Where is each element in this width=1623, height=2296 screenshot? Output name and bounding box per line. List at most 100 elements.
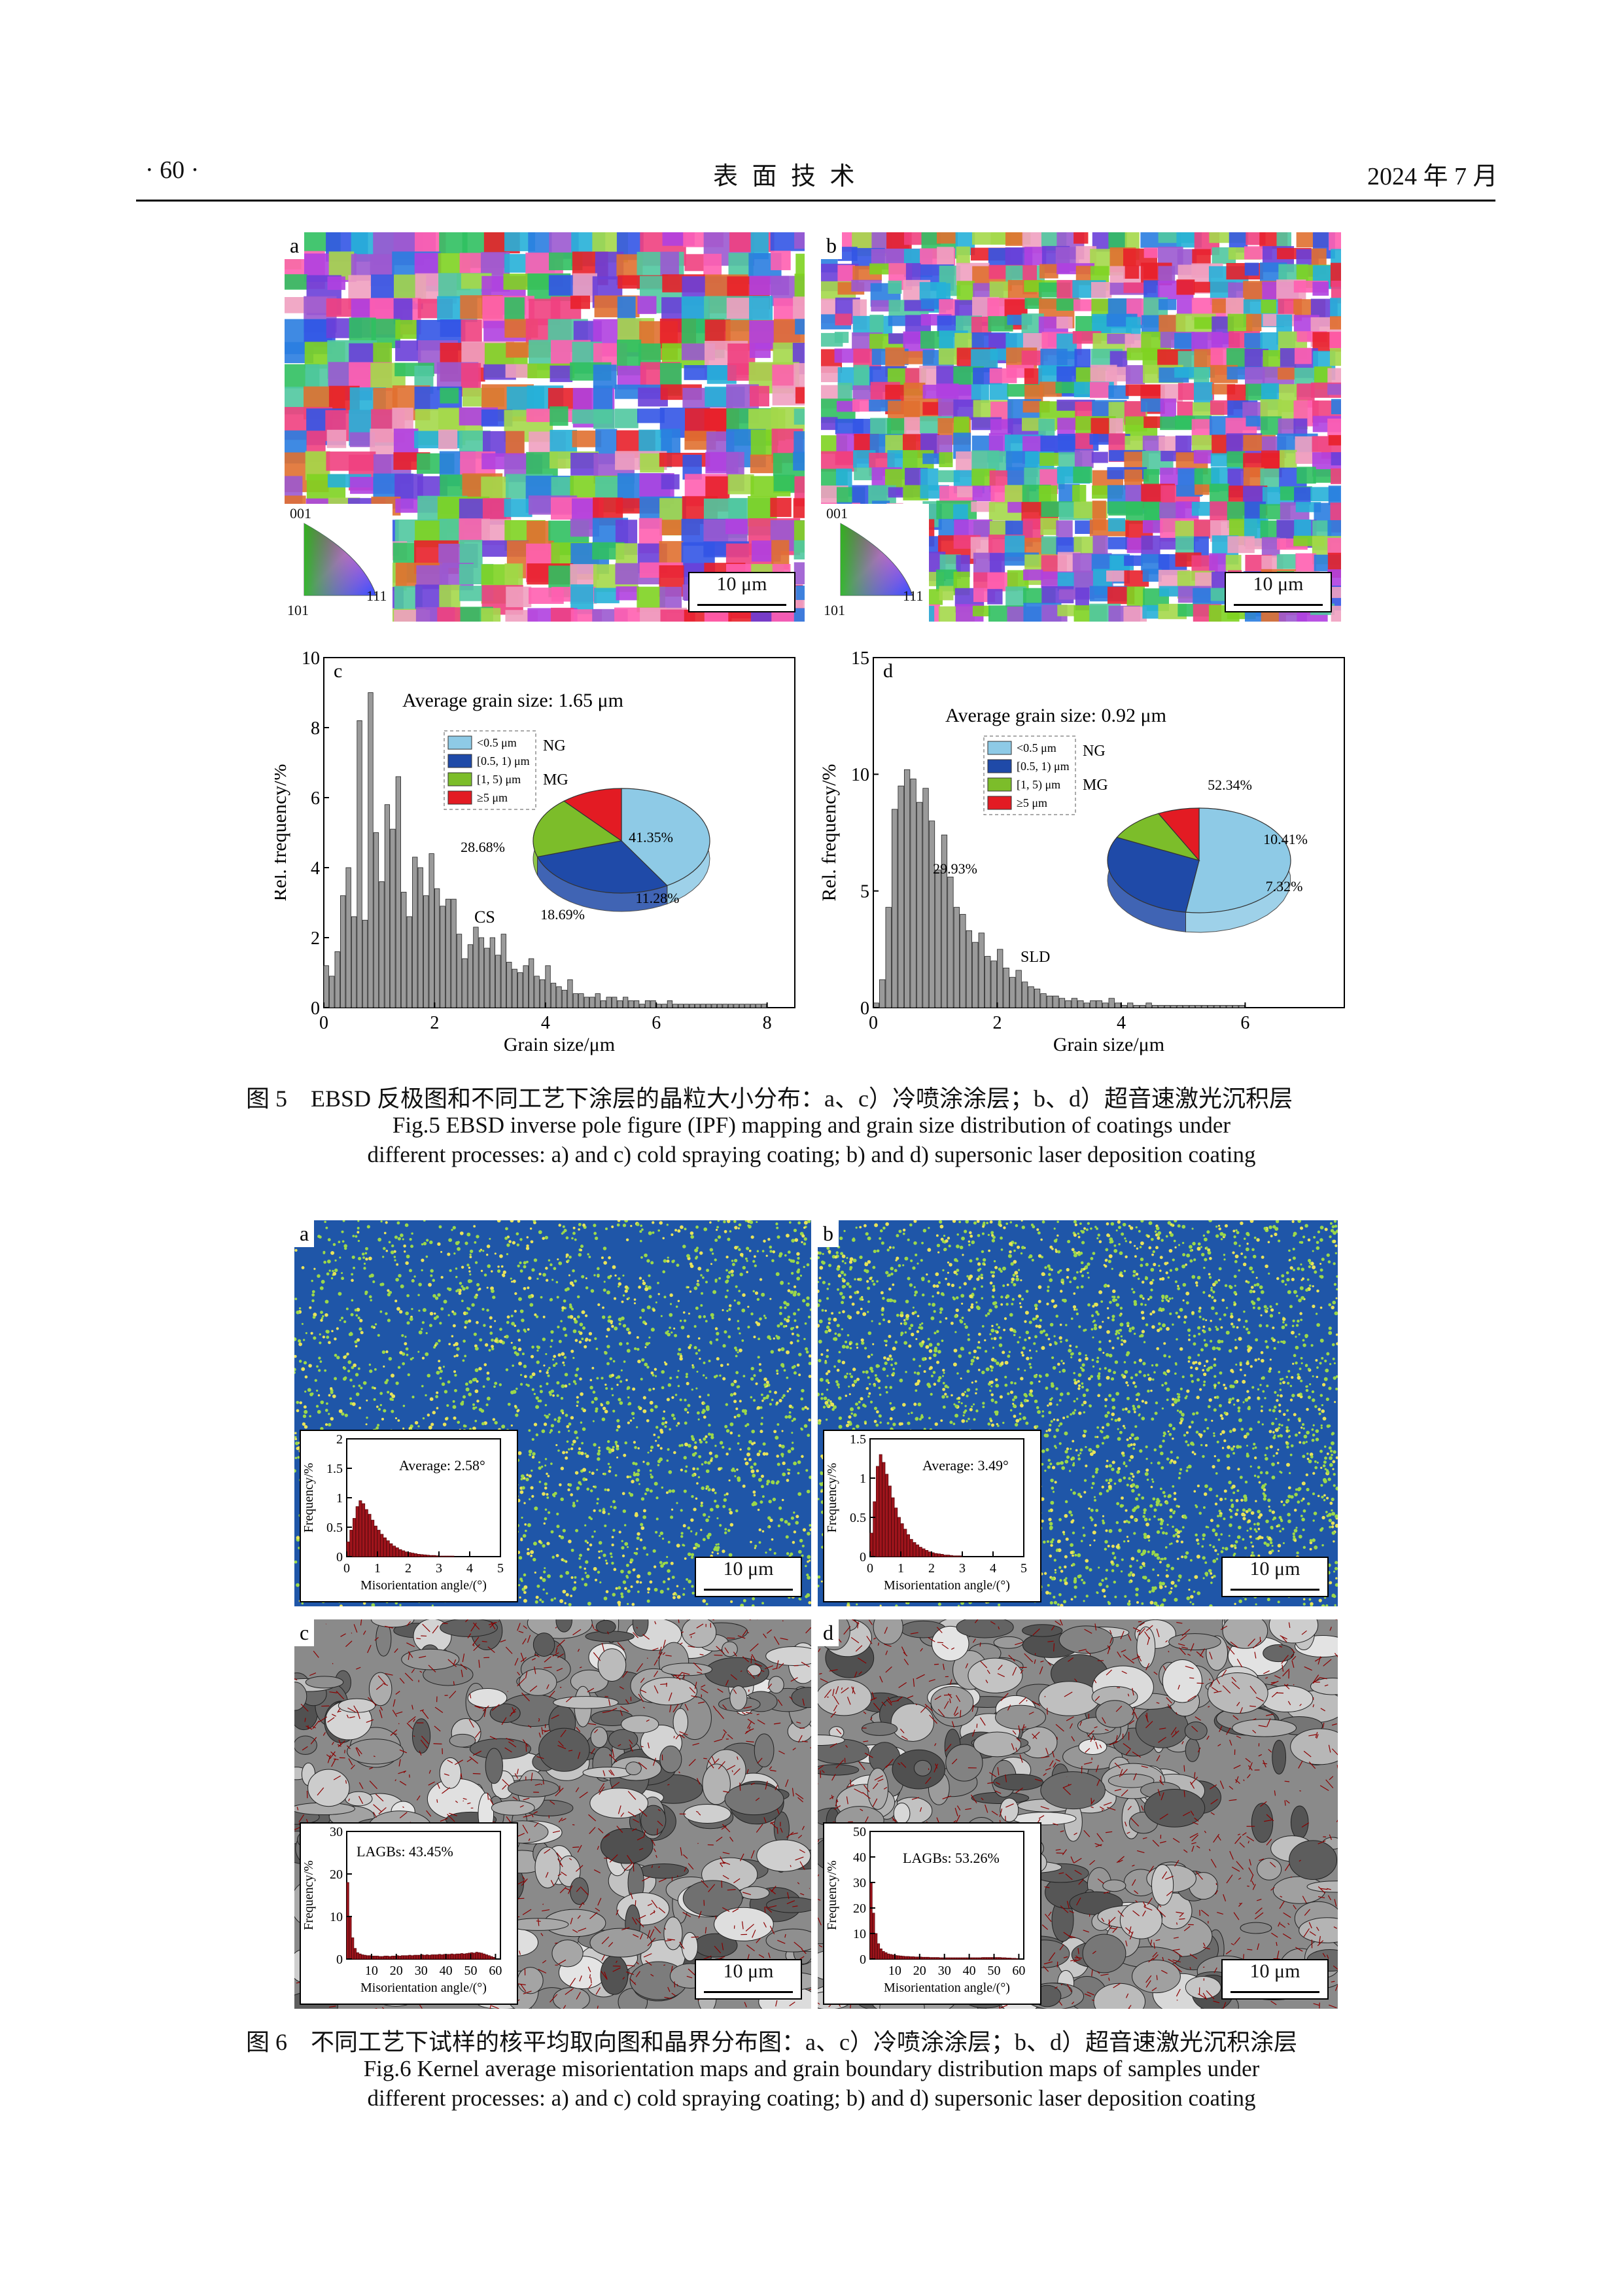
sample-label: CS [474, 908, 495, 927]
legend-swatch [447, 790, 472, 805]
x-axis-label: Grain size/μm [1053, 1034, 1164, 1055]
histogram-bar [435, 1555, 439, 1557]
histogram-bar [368, 692, 374, 1008]
histogram-bar [939, 1957, 942, 1960]
histogram-bar [445, 898, 451, 1008]
ipf-grain-mosaic [285, 232, 805, 622]
header-rule [136, 200, 1495, 202]
y-axis-label: Frequency/% [825, 1463, 839, 1533]
legend-entry: [1, 5) μm [1017, 778, 1060, 792]
histogram-bar [447, 1555, 451, 1557]
histogram-bar [940, 1553, 944, 1557]
x-tick-label: 20 [390, 1964, 403, 1978]
histogram-bar [567, 979, 573, 1008]
pie-slice-label: 52.34% [1208, 777, 1252, 793]
x-tick-label: 2 [430, 1013, 439, 1033]
histogram-bar [882, 1462, 886, 1557]
histogram-bar [1011, 1958, 1014, 1960]
histogram-bar [976, 1957, 979, 1960]
histogram-bar [1003, 1957, 1007, 1960]
scale-bar: 10 μm [1221, 1959, 1329, 2000]
histogram-bar [922, 788, 929, 1008]
histogram-bar [398, 1956, 402, 1960]
histogram-bar [928, 1551, 932, 1557]
histogram-bar [1127, 1002, 1134, 1008]
histogram-bar [386, 1540, 390, 1557]
y-tick-label: 15 [851, 648, 869, 669]
scale-bar: 10 μm [1221, 1557, 1329, 1597]
kam-map-a: a 0 1 2 3 4 5 0 0.5 1 1.5 2 Misorientation angle/(°… [294, 1220, 811, 1606]
histogram-bar [378, 1956, 381, 1960]
histogram-bar [423, 1954, 427, 1960]
histogram-bar [1090, 1000, 1096, 1008]
histogram-bar [941, 834, 948, 1008]
y-tick-label: 1.5 [850, 1432, 866, 1447]
histogram-bar [882, 1951, 885, 1960]
histogram-bar [756, 1004, 761, 1008]
ipf-map-b: b 001 101 111 10 μm [821, 232, 1341, 622]
histogram-bar [1213, 1005, 1220, 1008]
histogram-bar [329, 976, 335, 1008]
histogram-bar [384, 804, 391, 1008]
histogram-bar [761, 1004, 767, 1008]
histogram-bar [1077, 1000, 1084, 1008]
histogram-bar [453, 1954, 456, 1960]
histogram-bar [1040, 993, 1047, 1008]
histogram-bar [1108, 998, 1115, 1008]
histogram-bar [684, 1004, 689, 1008]
pie-slice-label: 7.32% [1266, 878, 1303, 894]
legend-group-label: NG [543, 737, 566, 754]
histogram-bar [947, 876, 954, 1008]
y-tick-label: 10 [330, 1910, 343, 1924]
histogram-bar [956, 1555, 960, 1557]
panel-label: a [294, 1220, 315, 1247]
histogram-bar [1071, 998, 1078, 1008]
histogram-bar [894, 1508, 898, 1557]
x-tick-label: 60 [489, 1964, 502, 1978]
page-number: · 60 · [145, 156, 200, 184]
histogram-bar [411, 1553, 415, 1557]
histogram-bar [903, 1528, 907, 1557]
kam-inset-b: 0 1 2 3 4 5 0 0.5 1 1.5 Misorientation angle/(°) Fr… [823, 1430, 1041, 1602]
histogram-bar [377, 1530, 381, 1557]
histogram-bar [661, 1004, 667, 1008]
legend-entry: <0.5 μm [1017, 741, 1056, 754]
histogram-bar [998, 1957, 1002, 1960]
ipf-map-a: a 001 101 111 10 μm [285, 232, 805, 622]
y-tick-label: 1 [336, 1491, 343, 1506]
histogram-bar [556, 986, 562, 1008]
histogram-bar [484, 947, 490, 1008]
x-tick-label: 5 [497, 1561, 504, 1576]
histogram-bar [349, 1916, 352, 1960]
histogram-bar [1053, 995, 1059, 1008]
histogram-bar [887, 1953, 890, 1960]
histogram-bar [981, 1957, 985, 1960]
y-tick-label: 1.5 [326, 1462, 343, 1476]
histogram-bar [349, 1530, 353, 1557]
histogram-bar [1121, 1005, 1127, 1008]
histogram-bar [380, 1534, 384, 1557]
histogram-bar [578, 993, 584, 1008]
histogram-bar [406, 1955, 409, 1960]
histogram-bar [954, 1957, 957, 1960]
histogram-bar [875, 1933, 878, 1960]
pie-slice-label: 41.35% [629, 829, 673, 845]
scale-bar: 10 μm [1225, 572, 1332, 612]
histogram-bar [1046, 995, 1053, 1008]
histogram-bar [425, 1954, 428, 1960]
x-tick-label: 1 [898, 1561, 904, 1576]
y-tick-label: 4 [311, 858, 320, 879]
histogram-bar [398, 1549, 402, 1557]
histogram-bar [879, 979, 886, 1008]
histogram-bar [495, 955, 501, 1008]
histogram-bar [1195, 1005, 1202, 1008]
y-tick-label: 2 [336, 1432, 343, 1447]
scale-bar: 10 μm [695, 1959, 802, 2000]
histogram-bar [412, 857, 418, 1008]
histogram-bar [935, 870, 941, 1008]
y-tick-label: 30 [853, 1876, 866, 1890]
histogram-bar [500, 934, 506, 1008]
legend-swatch [447, 735, 472, 750]
histogram-bar [489, 937, 495, 1008]
histogram-bar [959, 1957, 962, 1960]
